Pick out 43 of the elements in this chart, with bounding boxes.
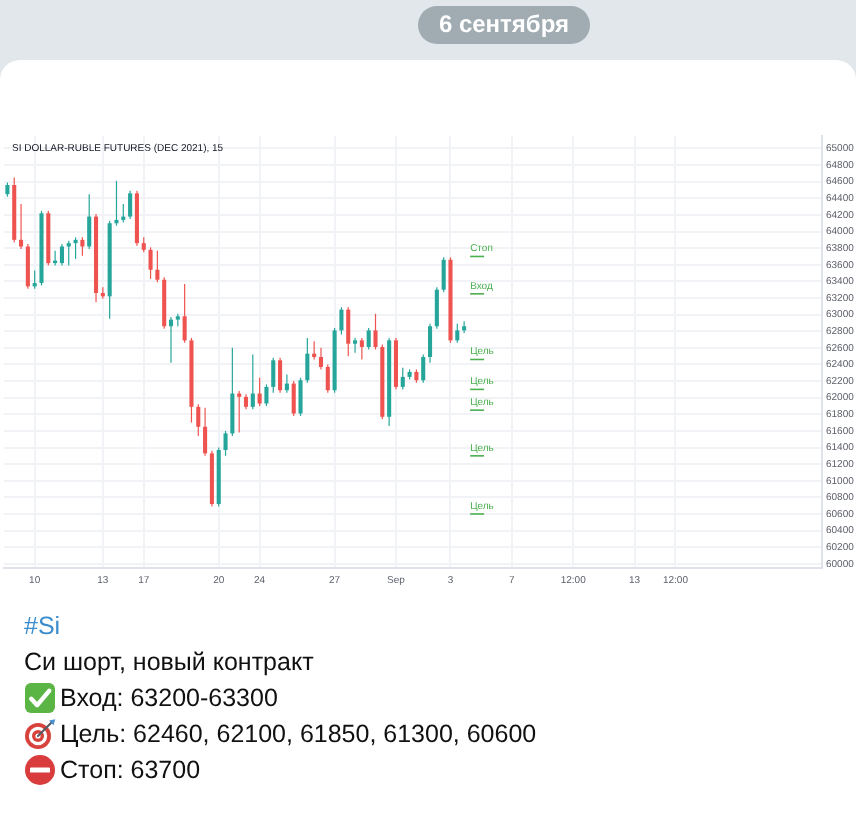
- candlestick: [298, 377, 303, 417]
- candlestick: [393, 337, 398, 390]
- candlestick: [278, 357, 283, 394]
- candlestick: [428, 323, 433, 364]
- candlestick: [462, 320, 467, 334]
- candlestick: [257, 377, 262, 407]
- candlestick: [148, 246, 153, 280]
- candlestick: [128, 190, 133, 220]
- candlestick: [59, 243, 64, 267]
- candlestick: [400, 367, 405, 390]
- candlestick: [434, 286, 439, 330]
- text: #Si: [24, 612, 61, 640]
- text: Си шорт, новый контракт: [24, 648, 314, 676]
- candlestick: [346, 306, 351, 357]
- candlestick: [421, 353, 426, 384]
- candlestick: [25, 243, 30, 290]
- candlestick: [87, 193, 92, 250]
- candlestick: [162, 276, 167, 330]
- candlestick: [182, 283, 187, 344]
- candlestick: [455, 323, 460, 344]
- candlestick: [359, 337, 364, 361]
- candlestick: [305, 337, 310, 384]
- text: 6 сентября: [418, 6, 590, 44]
- candlestick: [264, 383, 269, 407]
- candlestick: [196, 403, 201, 437]
- candlestick: [155, 250, 160, 283]
- candlestick: [366, 327, 371, 351]
- candlestick: [114, 180, 119, 227]
- candlestick: [271, 357, 276, 394]
- text: Стоп: 63700: [60, 756, 201, 784]
- text: Вход: 63200-63300: [60, 684, 278, 712]
- candlestick: [353, 337, 358, 354]
- candlestick: [291, 380, 296, 417]
- text: Цель: 62460, 62100, 61850, 61300, 60600: [60, 720, 537, 748]
- candlestick: [441, 256, 446, 293]
- candlestick: [203, 407, 208, 457]
- candlestick: [339, 306, 344, 336]
- candlestick: [318, 347, 324, 371]
- candlestick: [250, 353, 255, 410]
- candlestick: [230, 347, 235, 437]
- candlestick: [325, 363, 330, 394]
- candlestick: [223, 430, 228, 457]
- candlestick: [373, 313, 378, 351]
